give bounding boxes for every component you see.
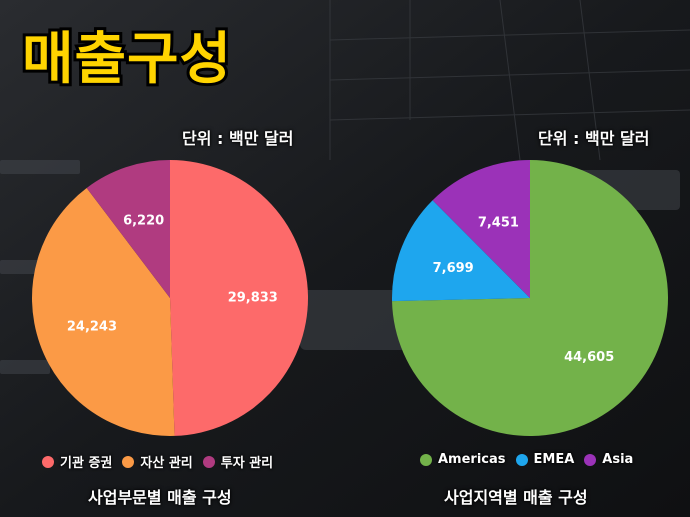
legend-item: EMEA bbox=[515, 452, 575, 467]
data-label-2: 6,220 bbox=[123, 214, 164, 229]
pie-slice-2 bbox=[432, 160, 530, 298]
data-label-1: 24,243 bbox=[67, 320, 117, 335]
legend-swatch bbox=[202, 455, 215, 468]
legend-swatch bbox=[584, 453, 597, 466]
legend-right: Americas EMEA Asia bbox=[420, 452, 633, 467]
region-pie-chart: 44,605 7,699 7,451 bbox=[392, 160, 668, 436]
pie-slice-1 bbox=[392, 200, 530, 302]
legend-label: 자산 관리 bbox=[140, 456, 193, 471]
business-segment-pie-chart: 29,833 24,243 6,220 bbox=[31, 160, 309, 436]
pie-slice-0 bbox=[170, 160, 309, 436]
unit-label-left: 단위 : 백만 달러 bbox=[182, 129, 294, 148]
legend-item: Americas bbox=[420, 452, 506, 467]
legend-label: Asia bbox=[602, 452, 634, 467]
data-label-0: 44,605 bbox=[564, 350, 614, 365]
data-label-2: 7,451 bbox=[478, 215, 519, 230]
legend-item: 투자 관리 bbox=[202, 452, 274, 471]
page-title: 매출구성 bbox=[19, 24, 234, 95]
legend-label: 기관 증권 bbox=[60, 456, 113, 471]
legend-swatch bbox=[420, 453, 432, 466]
legend-left: 기관 증권 자산 관리 투자 관리 bbox=[42, 452, 273, 471]
pie-slice-2 bbox=[86, 160, 170, 298]
legend-swatch bbox=[42, 455, 54, 468]
data-label-0: 29,833 bbox=[228, 291, 278, 306]
pie-slice-1 bbox=[31, 187, 175, 436]
legend-label: 투자 관리 bbox=[220, 456, 274, 471]
data-label-1: 7,699 bbox=[433, 261, 474, 276]
chart-caption-right: 사업지역별 매출 구성 bbox=[444, 488, 588, 507]
legend-item: 자산 관리 bbox=[122, 452, 193, 471]
legend-label: EMEA bbox=[533, 452, 575, 467]
pie-slice-0 bbox=[392, 160, 668, 436]
legend-swatch bbox=[515, 453, 528, 466]
legend-item: Asia bbox=[584, 452, 633, 467]
legend-label: Americas bbox=[438, 452, 506, 467]
unit-label-right: 단위 : 백만 달러 bbox=[538, 129, 650, 148]
legend-item: 기관 증권 bbox=[42, 452, 112, 471]
chart-caption-left: 사업부문별 매출 구성 bbox=[88, 488, 232, 507]
legend-swatch bbox=[122, 455, 135, 468]
